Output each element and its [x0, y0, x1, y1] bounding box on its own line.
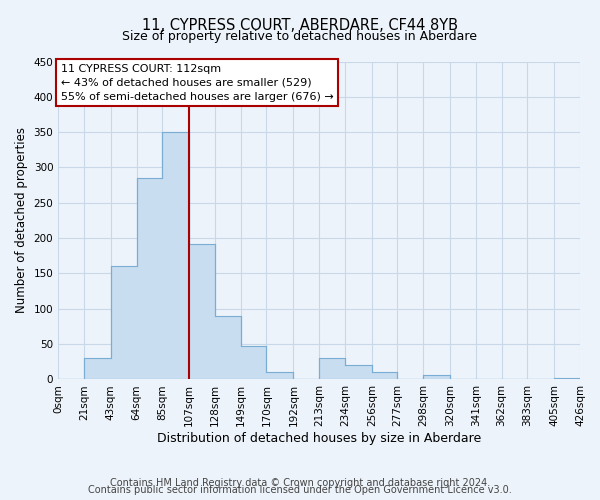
Text: 11, CYPRESS COURT, ABERDARE, CF44 8YB: 11, CYPRESS COURT, ABERDARE, CF44 8YB	[142, 18, 458, 32]
X-axis label: Distribution of detached houses by size in Aberdare: Distribution of detached houses by size …	[157, 432, 481, 445]
Text: Size of property relative to detached houses in Aberdare: Size of property relative to detached ho…	[122, 30, 478, 43]
Text: Contains HM Land Registry data © Crown copyright and database right 2024.: Contains HM Land Registry data © Crown c…	[110, 478, 490, 488]
Y-axis label: Number of detached properties: Number of detached properties	[15, 128, 28, 314]
Text: 11 CYPRESS COURT: 112sqm
← 43% of detached houses are smaller (529)
55% of semi-: 11 CYPRESS COURT: 112sqm ← 43% of detach…	[61, 64, 334, 102]
Text: Contains public sector information licensed under the Open Government Licence v3: Contains public sector information licen…	[88, 485, 512, 495]
